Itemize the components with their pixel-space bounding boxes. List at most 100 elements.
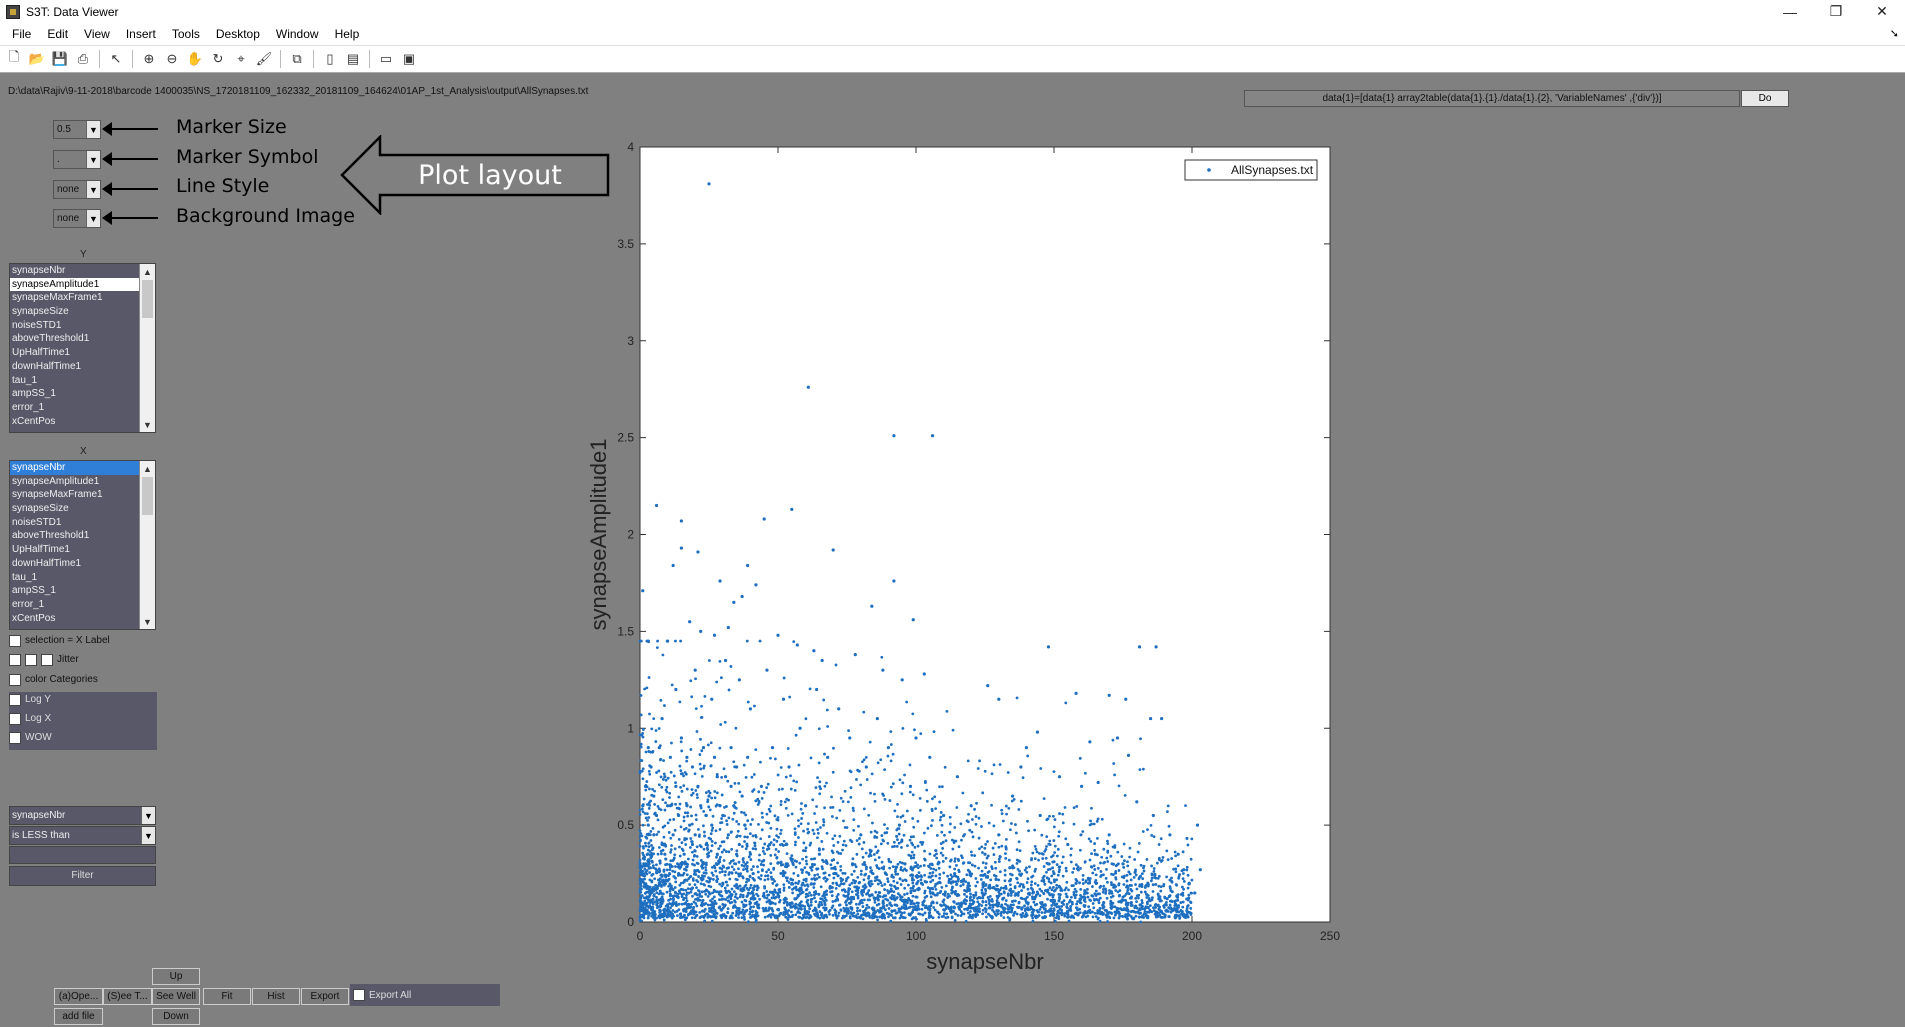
hide-plot-tools-icon[interactable]: ▭ bbox=[379, 51, 393, 66]
rotate-icon[interactable]: ↻ bbox=[212, 51, 224, 66]
x-variable-list[interactable]: synapseNbr synapseAmplitude1 synapseMaxFra… bbox=[9, 460, 156, 630]
y-list-item[interactable]: noiseSTD1 bbox=[12, 319, 62, 331]
scroll-thumb[interactable] bbox=[142, 280, 153, 318]
minimize-button[interactable]: — bbox=[1783, 3, 1797, 20]
link-plot-icon[interactable]: ⧉ bbox=[292, 51, 302, 66]
show-plot-tools-icon[interactable]: ▣ bbox=[402, 51, 416, 66]
y-list-item[interactable]: aboveThreshold1 bbox=[12, 333, 90, 345]
x-list-item[interactable]: downHalfTime1 bbox=[12, 557, 82, 569]
filter-button[interactable]: Filter bbox=[9, 866, 156, 886]
colorbar-icon[interactable]: ▯ bbox=[326, 51, 334, 66]
legend-icon[interactable]: ▤ bbox=[346, 51, 360, 66]
chevron-down-icon[interactable]: ▼ bbox=[86, 121, 100, 138]
add-file-button[interactable]: add file bbox=[54, 1008, 103, 1025]
chevron-down-icon[interactable]: ▼ bbox=[141, 827, 155, 844]
checkbox[interactable] bbox=[9, 673, 21, 686]
save-icon[interactable]: 💾 bbox=[51, 51, 69, 66]
new-figure-icon[interactable]: 🗋 bbox=[8, 49, 20, 64]
x-list-item[interactable]: synapseMaxFrame1 bbox=[12, 489, 103, 501]
export-all-option[interactable]: Export All bbox=[350, 984, 500, 1006]
open-button[interactable]: (a)Ope... bbox=[54, 988, 103, 1005]
menu-view[interactable]: View bbox=[84, 27, 110, 41]
scroll-down-icon[interactable]: ▼ bbox=[143, 616, 152, 627]
filter-condition-select[interactable]: is LESS than ▼ bbox=[9, 826, 156, 845]
chevron-down-icon[interactable]: ▼ bbox=[86, 181, 100, 198]
y-list-scrollbar[interactable]: ▲ ▼ bbox=[139, 264, 155, 432]
checkbox[interactable] bbox=[25, 653, 37, 666]
up-button[interactable]: Up bbox=[152, 968, 200, 985]
y-list-item[interactable]: synapseNbr bbox=[12, 265, 66, 276]
line-style-select[interactable]: none ▼ bbox=[53, 180, 101, 199]
y-list-item[interactable]: tau_1 bbox=[12, 374, 38, 386]
menu-insert[interactable]: Insert bbox=[125, 27, 156, 41]
menu-tools[interactable]: Tools bbox=[171, 27, 200, 41]
marker-size-select[interactable]: 0.5 ▼ bbox=[53, 120, 101, 139]
scroll-up-icon[interactable]: ▲ bbox=[143, 266, 152, 277]
close-button[interactable]: ✕ bbox=[1876, 3, 1888, 19]
x-list-item[interactable]: UpHalfTime1 bbox=[12, 544, 70, 556]
chevron-down-icon[interactable]: ▼ bbox=[86, 210, 100, 227]
color-categories-option[interactable]: color Categories bbox=[9, 670, 98, 689]
scroll-thumb[interactable] bbox=[142, 477, 153, 515]
x-list-item[interactable]: error_1 bbox=[12, 598, 45, 610]
log-y-option[interactable]: Log Y bbox=[9, 690, 51, 709]
open-file-icon[interactable]: 📂 bbox=[28, 51, 46, 66]
x-list-item[interactable]: ampSS_1 bbox=[12, 585, 56, 597]
see-well-button[interactable]: See Well bbox=[152, 988, 200, 1005]
legend-box[interactable] bbox=[1184, 159, 1318, 181]
checkbox[interactable] bbox=[41, 653, 53, 666]
menu-desktop[interactable]: Desktop bbox=[215, 27, 260, 41]
y-list-item[interactable]: synapseAmplitude1 bbox=[10, 277, 139, 292]
fit-button[interactable]: Fit bbox=[203, 988, 251, 1005]
y-list-item[interactable]: xCentPos bbox=[12, 415, 56, 427]
zoom-in-icon[interactable]: ⊕ bbox=[143, 51, 155, 66]
x-list-item[interactable]: xCentPos bbox=[12, 612, 56, 624]
data-cursor-icon[interactable]: ⌖ bbox=[237, 51, 245, 66]
pan-icon[interactable]: ✋ bbox=[186, 51, 204, 66]
scroll-down-icon[interactable]: ▼ bbox=[143, 419, 152, 430]
wow-option[interactable]: WOW bbox=[9, 728, 52, 747]
log-x-option[interactable]: Log X bbox=[9, 709, 51, 728]
plot-area[interactable] bbox=[639, 146, 1331, 923]
zoom-out-icon[interactable]: ⊖ bbox=[166, 51, 178, 66]
y-variable-list[interactable]: synapseNbr synapseAmplitude1 synapseMaxFra… bbox=[9, 263, 156, 433]
checkbox[interactable] bbox=[9, 653, 21, 666]
background-image-select[interactable]: none ▼ bbox=[53, 209, 101, 228]
menu-edit[interactable]: Edit bbox=[47, 27, 69, 41]
down-button[interactable]: Down bbox=[152, 1008, 200, 1025]
do-button[interactable]: Do bbox=[1741, 90, 1789, 107]
checkbox[interactable] bbox=[353, 989, 365, 1001]
y-list-item[interactable]: synapseMaxFrame1 bbox=[12, 292, 103, 304]
checkbox[interactable] bbox=[9, 634, 21, 647]
see-table-button[interactable]: (S)ee T... bbox=[103, 988, 152, 1005]
y-list-item[interactable]: error_1 bbox=[12, 401, 45, 413]
x-list-item[interactable]: synapseSize bbox=[12, 503, 69, 515]
filter-variable-select[interactable]: synapseNbr ▼ bbox=[9, 806, 156, 825]
chevron-down-icon[interactable]: ▼ bbox=[86, 151, 100, 168]
y-list-item[interactable]: ampSS_1 bbox=[12, 388, 56, 400]
checkbox[interactable] bbox=[9, 731, 21, 744]
menu-window[interactable]: Window bbox=[275, 27, 319, 41]
filter-value-input[interactable] bbox=[9, 846, 156, 864]
y-list-item[interactable]: downHalfTime1 bbox=[12, 360, 82, 372]
jitter-option[interactable]: Jitter bbox=[9, 650, 79, 669]
checkbox[interactable] bbox=[9, 693, 21, 706]
x-list-item[interactable]: synapseAmplitude1 bbox=[12, 475, 100, 487]
y-list-item[interactable]: UpHalfTime1 bbox=[12, 347, 70, 359]
x-list-item[interactable]: noiseSTD1 bbox=[12, 516, 62, 528]
x-list-item[interactable]: synapseNbr bbox=[10, 461, 139, 475]
chevron-down-icon[interactable]: ▼ bbox=[141, 807, 155, 824]
menu-file[interactable]: File bbox=[12, 27, 32, 41]
export-button[interactable]: Export bbox=[301, 988, 349, 1005]
scroll-up-icon[interactable]: ▲ bbox=[143, 463, 152, 474]
marker-symbol-select[interactable]: . ▼ bbox=[53, 150, 101, 169]
selection-x-label-option[interactable]: selection = X Label bbox=[9, 631, 110, 650]
command-input[interactable]: data{1}=[data{1} array2table(data{1}.{1}… bbox=[1244, 90, 1740, 107]
select-arrow-icon[interactable]: ↖ bbox=[110, 51, 122, 66]
x-list-item[interactable]: tau_1 bbox=[12, 571, 38, 583]
dock-figure-icon[interactable]: ➘ bbox=[1889, 28, 1899, 40]
restore-button[interactable]: ❐ bbox=[1829, 3, 1843, 19]
x-list-scrollbar[interactable]: ▲ ▼ bbox=[139, 461, 155, 629]
checkbox[interactable] bbox=[9, 712, 21, 725]
